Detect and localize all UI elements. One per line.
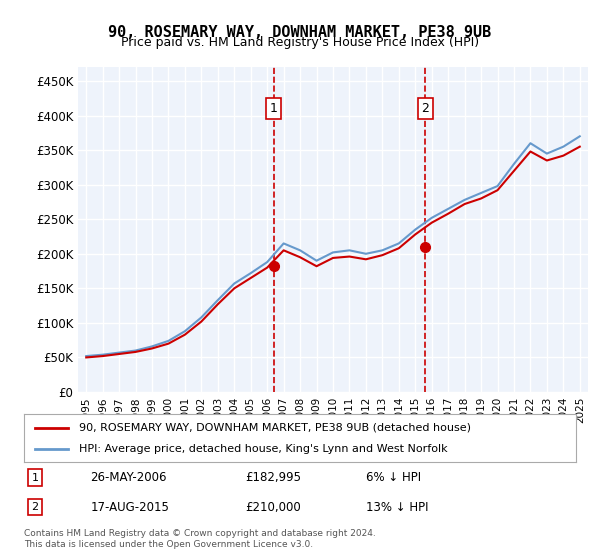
Text: 6% ↓ HPI: 6% ↓ HPI xyxy=(366,471,421,484)
Text: 13% ↓ HPI: 13% ↓ HPI xyxy=(366,501,429,514)
Text: HPI: Average price, detached house, King's Lynn and West Norfolk: HPI: Average price, detached house, King… xyxy=(79,444,448,454)
Text: 2: 2 xyxy=(31,502,38,512)
Text: Contains HM Land Registry data © Crown copyright and database right 2024.
This d: Contains HM Land Registry data © Crown c… xyxy=(24,529,376,549)
Text: 26-MAY-2006: 26-MAY-2006 xyxy=(90,471,167,484)
Text: 2: 2 xyxy=(422,102,430,115)
Text: £210,000: £210,000 xyxy=(245,501,301,514)
Text: Price paid vs. HM Land Registry's House Price Index (HPI): Price paid vs. HM Land Registry's House … xyxy=(121,36,479,49)
Text: £182,995: £182,995 xyxy=(245,471,301,484)
Text: 1: 1 xyxy=(32,473,38,483)
Text: 1: 1 xyxy=(270,102,278,115)
Text: 17-AUG-2015: 17-AUG-2015 xyxy=(90,501,169,514)
Text: 90, ROSEMARY WAY, DOWNHAM MARKET, PE38 9UB: 90, ROSEMARY WAY, DOWNHAM MARKET, PE38 9… xyxy=(109,25,491,40)
Text: 90, ROSEMARY WAY, DOWNHAM MARKET, PE38 9UB (detached house): 90, ROSEMARY WAY, DOWNHAM MARKET, PE38 9… xyxy=(79,423,471,433)
